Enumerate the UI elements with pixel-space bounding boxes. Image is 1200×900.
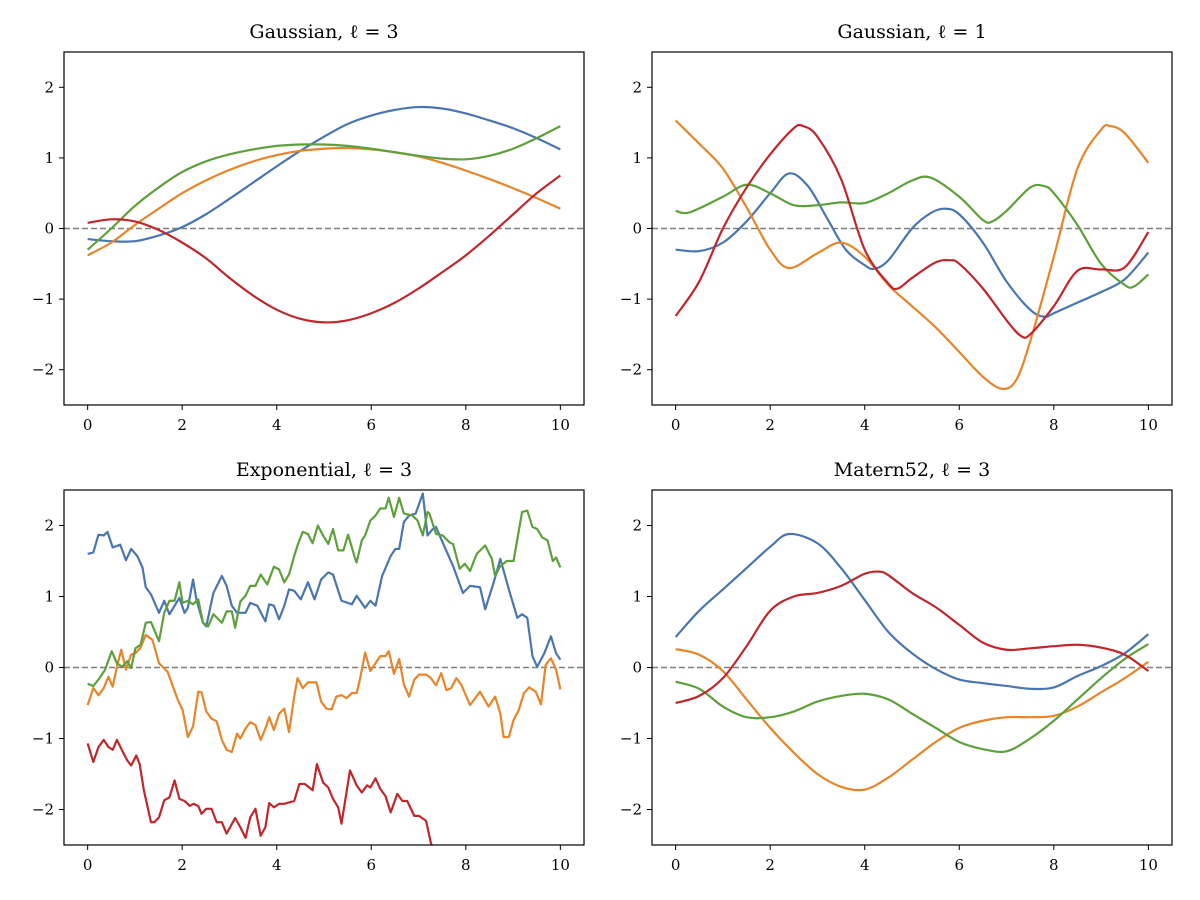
y-tick-label: −1: [620, 730, 642, 748]
series-line-orange: [87, 146, 561, 257]
subplot-1: Gaussian, ℓ = 3 0 2 4 6 8 10 −2 −1 0 1 2: [32, 21, 585, 434]
y-tick-label: 2: [44, 517, 54, 535]
y-tick-label: 2: [44, 78, 54, 96]
x-tick-label: 4: [860, 856, 870, 874]
x-tick-label: 0: [671, 416, 681, 434]
series-line-orange: [675, 647, 1149, 792]
series-group: [674, 119, 1150, 390]
series-line-blue: [87, 492, 562, 668]
subplot-4: Matern52, ℓ = 3 0 2 4 6 8 10 −2 −1 0 1 2: [620, 459, 1173, 874]
series-group: [86, 105, 562, 324]
x-tick-label: 2: [765, 416, 775, 434]
subplot-3: Exponential, ℓ = 3 0 2 4 6 8 10 −2 −1 0 1 2: [32, 459, 585, 874]
x-tick-label: 8: [1049, 416, 1059, 434]
x-tick-label: 8: [461, 416, 471, 434]
y-tick-label: −2: [620, 361, 642, 379]
y-tick-label: 1: [44, 588, 54, 606]
x-tick-label: 6: [954, 416, 964, 434]
x-tick-label: 4: [272, 856, 282, 874]
series-line-blue: [675, 172, 1150, 318]
y-tick-label: 1: [632, 149, 642, 167]
y-tick-label: 0: [632, 220, 642, 238]
y-tick-label: 2: [632, 78, 642, 96]
y-tick-label: 2: [632, 517, 642, 535]
x-tick-label: 2: [177, 856, 187, 874]
subplot-title: Gaussian, ℓ = 3: [249, 21, 398, 43]
series-line-green: [675, 175, 1150, 289]
y-tick-label: 0: [632, 659, 642, 677]
series-line-orange: [86, 633, 562, 754]
x-tick-label: 10: [1139, 416, 1158, 434]
series-group: [86, 492, 562, 845]
series-line-green: [87, 496, 562, 688]
y-tick-label: 0: [44, 220, 54, 238]
subplot-title: Matern52, ℓ = 3: [834, 459, 990, 481]
x-tick-label: 2: [177, 416, 187, 434]
y-tick-label: 1: [632, 588, 642, 606]
x-tick-label: 6: [954, 856, 964, 874]
x-tick-label: 0: [83, 416, 93, 434]
y-tick-label: 1: [44, 149, 54, 167]
x-tick-label: 10: [1139, 856, 1158, 874]
x-tick-label: 0: [671, 856, 681, 874]
series-group: [674, 532, 1150, 792]
x-tick-label: 2: [765, 856, 775, 874]
x-tick-label: 8: [1049, 856, 1059, 874]
series-line-green: [86, 125, 561, 251]
x-tick-label: 10: [551, 856, 570, 874]
y-tick-label: −2: [620, 801, 642, 819]
x-tick-label: 8: [461, 856, 471, 874]
y-tick-label: −2: [32, 361, 54, 379]
series-line-blue: [87, 105, 561, 243]
subplot-2: Gaussian, ℓ = 1 0 2 4 6 8 10 −2 −1 0 1 2: [620, 21, 1173, 434]
y-tick-label: −1: [32, 290, 54, 308]
series-line-red: [86, 738, 433, 845]
subplot-title: Gaussian, ℓ = 1: [837, 21, 986, 43]
x-tick-label: 10: [551, 416, 570, 434]
series-line-red: [675, 570, 1149, 705]
y-tick-label: −1: [32, 730, 54, 748]
y-tick-label: −2: [32, 801, 54, 819]
x-tick-label: 0: [83, 856, 93, 874]
series-line-green: [675, 643, 1149, 754]
series-line-blue: [674, 532, 1150, 691]
series-line-orange: [674, 119, 1150, 390]
series-line-red: [87, 174, 562, 324]
subplot-title: Exponential, ℓ = 3: [236, 459, 412, 481]
x-tick-label: 4: [272, 416, 282, 434]
y-tick-label: 0: [44, 659, 54, 677]
series-line-red: [674, 123, 1150, 339]
x-tick-label: 4: [860, 416, 870, 434]
y-tick-label: −1: [620, 290, 642, 308]
x-tick-label: 6: [366, 416, 376, 434]
x-tick-label: 6: [366, 856, 376, 874]
